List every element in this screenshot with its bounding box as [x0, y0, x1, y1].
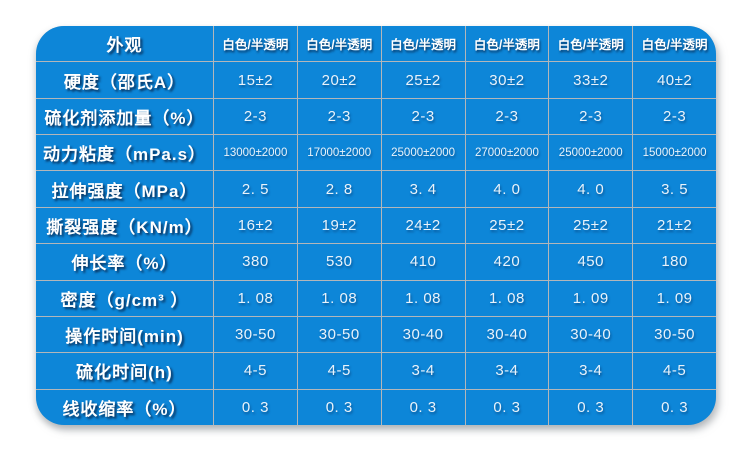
- value-cell: 0. 3: [633, 389, 716, 425]
- value-cell: 30-40: [549, 316, 633, 353]
- table-row: 伸长率（%） 380 530 410 420 450 180: [36, 244, 716, 280]
- value-cell: 2. 8: [297, 171, 381, 207]
- value-cell: 3-4: [465, 353, 549, 389]
- table-row: 硫化剂添加量（%） 2-3 2-3 2-3 2-3 2-3 2-3: [36, 98, 716, 135]
- row-label-cell: 密度（g/cm³ ）: [36, 280, 213, 316]
- value-cell: 1. 08: [214, 280, 297, 316]
- value-cell: 1. 09: [633, 280, 716, 316]
- value-cell: 2-3: [549, 98, 633, 135]
- value-cell: 25±2: [549, 207, 633, 244]
- value-cell: 30±2: [465, 62, 549, 98]
- value-cell: 16±2: [214, 207, 297, 244]
- value-cell: 19±2: [297, 207, 381, 244]
- value-cell: 2. 5: [214, 171, 297, 207]
- row-label-cell: 硬度（邵氏A）: [36, 62, 213, 98]
- value-cell: 25±2: [465, 207, 549, 244]
- value-cell: 1. 08: [465, 280, 549, 316]
- value-cell: 4-5: [297, 353, 381, 389]
- value-cell: 27000±2000: [465, 135, 549, 171]
- value-cell: 白色/半透明: [633, 26, 716, 62]
- value-cell: 3-4: [381, 353, 465, 389]
- table-row: 硬度（邵氏A） 15±2 20±2 25±2 30±2 33±2 40±2: [36, 62, 716, 98]
- value-cell: 21±2: [633, 207, 716, 244]
- value-cell: 3. 5: [633, 171, 716, 207]
- value-cell: 25000±2000: [381, 135, 465, 171]
- value-cell: 0. 3: [297, 389, 381, 425]
- row-label-cell: 动力粘度（mPa.s）: [36, 135, 213, 171]
- value-cell: 2-3: [214, 98, 297, 135]
- table-row: 线收缩率（%） 0. 3 0. 3 0. 3 0. 3 0. 3 0. 3: [36, 389, 716, 425]
- table-row: 拉伸强度（MPa） 2. 5 2. 8 3. 4 4. 0 4. 0 3. 5: [36, 171, 716, 207]
- row-label-cell: 伸长率（%）: [36, 244, 213, 280]
- value-cell: 0. 3: [214, 389, 297, 425]
- value-cell: 2-3: [633, 98, 716, 135]
- value-cell: 30-40: [381, 316, 465, 353]
- value-cell: 白色/半透明: [214, 26, 297, 62]
- row-label-cell: 撕裂强度（KN/m）: [36, 207, 213, 244]
- table-row: 操作时间(min) 30-50 30-50 30-40 30-40 30-40 30-50: [36, 316, 716, 353]
- value-cell: 380: [214, 244, 297, 280]
- table-row: 动力粘度（mPa.s） 13000±2000 17000±2000 25000±200…: [36, 135, 716, 171]
- row-label-cell: 拉伸强度（MPa）: [36, 171, 213, 207]
- value-cell: 17000±2000: [297, 135, 381, 171]
- value-cell: 30-50: [297, 316, 381, 353]
- table-row: 外观 白色/半透明 白色/半透明 白色/半透明 白色/半透明 白色/半透明 白色/半透明: [36, 26, 716, 62]
- value-cell: 4. 0: [549, 171, 633, 207]
- row-label-cell: 硫化剂添加量（%）: [36, 98, 213, 135]
- value-cell: 30-50: [214, 316, 297, 353]
- value-cell: 1. 09: [549, 280, 633, 316]
- value-cell: 33±2: [549, 62, 633, 98]
- value-cell: 1. 08: [381, 280, 465, 316]
- value-cell: 24±2: [381, 207, 465, 244]
- value-cell: 0. 3: [549, 389, 633, 425]
- value-cell: 410: [381, 244, 465, 280]
- value-cell: 2-3: [465, 98, 549, 135]
- value-cell: 30-50: [633, 316, 716, 353]
- value-cell: 180: [633, 244, 716, 280]
- value-cell: 15000±2000: [633, 135, 716, 171]
- value-cell: 4. 0: [465, 171, 549, 207]
- value-cell: 13000±2000: [214, 135, 297, 171]
- value-cell: 20±2: [297, 62, 381, 98]
- value-cell: 白色/半透明: [381, 26, 465, 62]
- table-row: 硫化时间(h) 4-5 4-5 3-4 3-4 3-4 4-5: [36, 353, 716, 389]
- value-cell: 1. 08: [297, 280, 381, 316]
- value-cell: 3-4: [549, 353, 633, 389]
- row-label-cell: 线收缩率（%）: [36, 389, 213, 425]
- value-cell: 2-3: [381, 98, 465, 135]
- value-cell: 0. 3: [381, 389, 465, 425]
- value-cell: 4-5: [214, 353, 297, 389]
- row-label-cell: 外观: [36, 26, 213, 62]
- value-cell: 450: [549, 244, 633, 280]
- value-cell: 白色/半透明: [549, 26, 633, 62]
- value-cell: 3. 4: [381, 171, 465, 207]
- value-cell: 4-5: [633, 353, 716, 389]
- value-cell: 0. 3: [465, 389, 549, 425]
- value-cell: 25000±2000: [549, 135, 633, 171]
- row-label-cell: 操作时间(min): [36, 316, 213, 353]
- value-cell: 30-40: [465, 316, 549, 353]
- table-row: 密度（g/cm³ ） 1. 08 1. 08 1. 08 1. 08 1. 09 1. 09: [36, 280, 716, 316]
- product-spec-table: 外观 白色/半透明 白色/半透明 白色/半透明 白色/半透明 白色/半透明 白色/半透明 硬度…: [36, 26, 716, 425]
- value-cell: 15±2: [214, 62, 297, 98]
- row-label-cell: 硫化时间(h): [36, 353, 213, 389]
- value-cell: 白色/半透明: [297, 26, 381, 62]
- value-cell: 530: [297, 244, 381, 280]
- value-cell: 25±2: [381, 62, 465, 98]
- table-row: 撕裂强度（KN/m） 16±2 19±2 24±2 25±2 25±2 21±2: [36, 207, 716, 244]
- value-cell: 40±2: [633, 62, 716, 98]
- value-cell: 2-3: [297, 98, 381, 135]
- value-cell: 420: [465, 244, 549, 280]
- value-cell: 白色/半透明: [465, 26, 549, 62]
